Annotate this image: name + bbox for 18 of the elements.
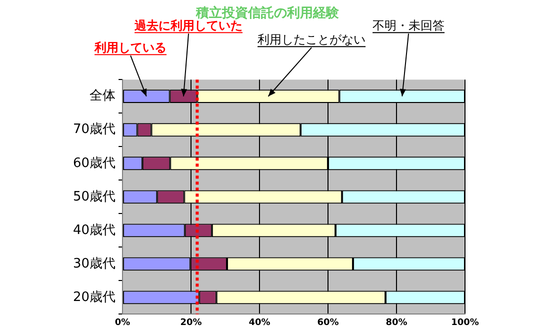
y-tick-label: 全体	[90, 88, 116, 104]
x-tick-label: 100%	[451, 318, 479, 328]
x-tick-label: 0%	[114, 318, 130, 328]
y-tick-label: 60歳代	[72, 156, 116, 171]
x-tick-label: 40%	[248, 318, 270, 328]
text: 過去に利用していた	[134, 18, 243, 33]
x-tick-label: 60%	[317, 318, 339, 328]
y-tick-label: 20歳代	[72, 290, 116, 305]
x-tick-label: 20%	[180, 318, 202, 328]
text: 利用している	[94, 40, 167, 55]
y-tick-label: 70歳代	[72, 122, 116, 138]
y-tick-label: 50歳代	[72, 189, 116, 204]
chart-title: 積立投資信託の利用経験	[195, 5, 340, 22]
y-tick-label: 40歳代	[72, 222, 116, 238]
text: 不明・未回答	[372, 18, 445, 33]
y-tick-label: 30歳代	[72, 256, 116, 272]
x-tick-label: 80%	[386, 318, 408, 328]
text: 利用したことがない	[258, 32, 366, 47]
